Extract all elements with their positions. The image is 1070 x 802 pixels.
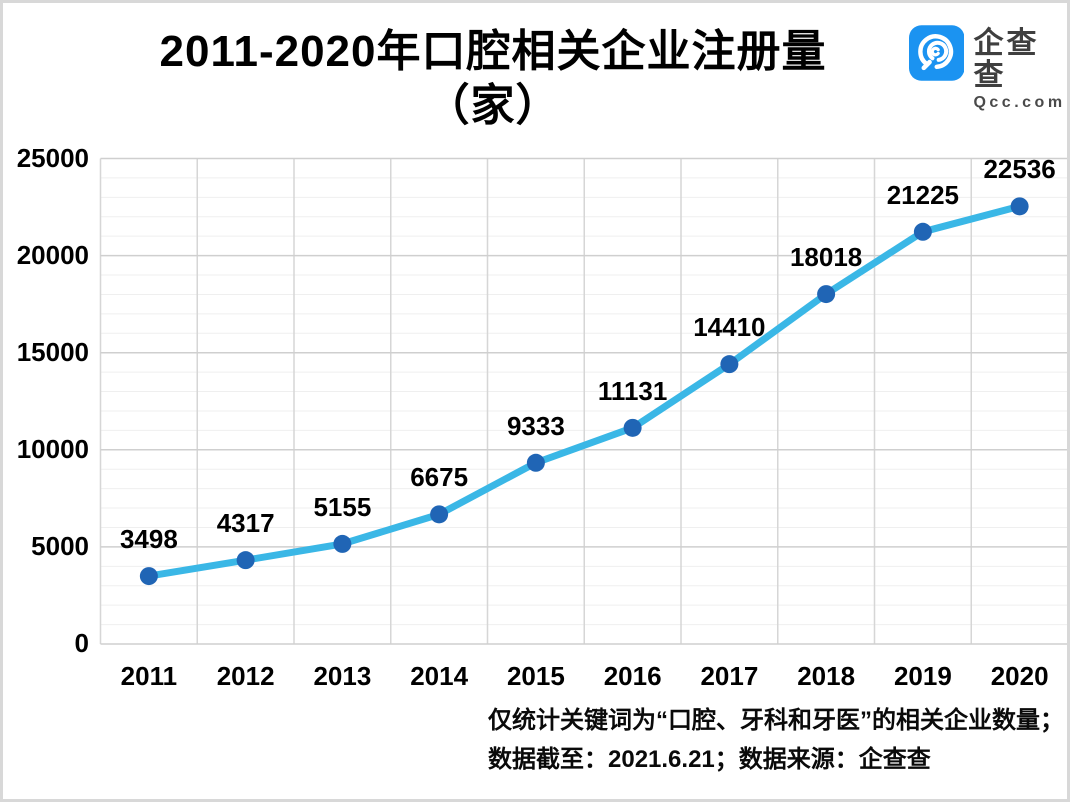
x-axis-tick-label: 2019: [893, 661, 952, 691]
data-point-marker: [817, 285, 836, 304]
chart-title-line2: （家）: [425, 81, 561, 130]
qcc-logo: 企查查 Qcc.com: [909, 24, 1067, 112]
y-axis-tick-label: 25000: [16, 142, 89, 173]
data-point-label: 18018: [789, 242, 863, 273]
x-axis-tick-label: 2011: [120, 661, 178, 691]
data-point-label: 5155: [313, 491, 372, 522]
x-axis-tick-label: 2018: [797, 661, 856, 691]
x-axis-tick-label: 2014: [410, 661, 469, 691]
data-point-label: 11131: [597, 375, 668, 406]
qcc-brand-name: 企查查: [973, 27, 1040, 92]
data-point-marker: [720, 355, 739, 374]
x-axis-tick-label: 2020: [990, 661, 1049, 691]
data-point-label: 9333: [506, 410, 565, 441]
chart-title: 2011-2020年口腔相关企业注册量 （家）: [3, 25, 983, 133]
data-point-label: 22536: [983, 154, 1056, 185]
data-point-label: 14410: [693, 312, 766, 343]
data-point-marker: [139, 567, 158, 586]
y-axis-tick-label: 10000: [16, 433, 89, 464]
data-point-marker: [913, 222, 932, 241]
x-axis-tick-label: 2017: [700, 661, 759, 691]
footnote: 仅统计关键词为“口腔、牙科和牙医”的相关企业数量； 数据截至：2021.6.21…: [488, 706, 1064, 784]
data-point-marker: [526, 453, 545, 472]
qcc-magnifier-icon: [909, 25, 965, 81]
y-axis-tick-label: 15000: [16, 336, 89, 367]
qcc-logo-text: 企查查 Qcc.com: [973, 24, 1067, 112]
x-axis-tick-label: 2012: [216, 661, 275, 691]
footnote-line2: 数据截至：2021.6.21；数据来源：企查查: [488, 746, 931, 773]
series-line: [145, 202, 1024, 580]
data-point-marker: [430, 505, 449, 524]
y-axis-tick-label: 20000: [16, 239, 89, 270]
x-axis-tick-label: 2015: [506, 661, 565, 691]
data-point-marker: [1010, 197, 1029, 216]
chart-title-line1: 2011-2020年口腔相关企业注册量: [159, 27, 827, 76]
y-axis-tick-label: 5000: [31, 530, 89, 561]
y-axis-tick-label: 0: [74, 628, 89, 658]
data-point-marker: [333, 534, 352, 553]
data-point-label: 21225: [886, 179, 960, 210]
data-point-label: 3498: [119, 524, 178, 555]
x-axis-tick-label: 2016: [603, 661, 662, 691]
data-point-marker: [623, 418, 642, 437]
x-axis-tick-label: 2013: [313, 661, 372, 691]
line-chart: 0 5000 10000 15000 20000 25000 2011 2012 2013 201…: [3, 3, 1067, 799]
data-point-label: 6675: [410, 462, 469, 493]
chart-plot-area: [99, 157, 1067, 645]
data-point-marker: [236, 551, 255, 570]
footnote-line1: 仅统计关键词为“口腔、牙科和牙医”的相关企业数量；: [488, 707, 1064, 734]
qcc-domain: Qcc.com: [973, 94, 1066, 111]
data-point-label: 4317: [216, 508, 275, 539]
